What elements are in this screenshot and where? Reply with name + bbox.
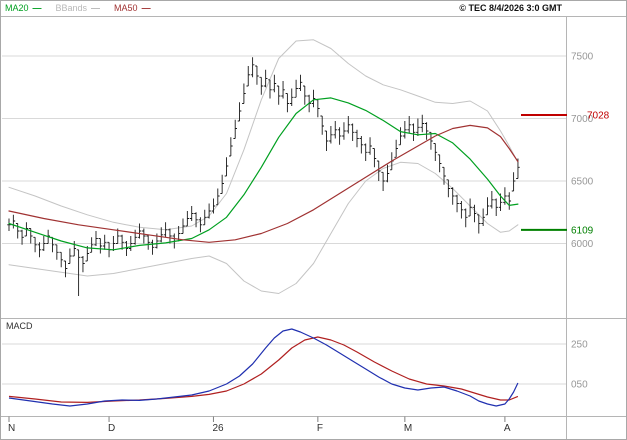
macd-tick-label: 250 [571, 340, 588, 351]
series-ma50 [8, 124, 519, 243]
legend-item-0: MA20— [5, 3, 42, 14]
series-bbands-upper [8, 39, 519, 231]
resistance-level-label: 7028 [587, 111, 610, 122]
series-ma20 [8, 97, 519, 251]
macd-panel-label: MACD [6, 321, 33, 331]
month-label: M [404, 423, 412, 434]
month-label: D [108, 423, 115, 434]
legend-item-2: MA50— [114, 3, 151, 14]
chart-legend: MA20— BBands — MA50— [5, 3, 151, 14]
legend-label-ma20: MA20 [5, 3, 29, 13]
legend-label-ma50: MA50 [114, 3, 138, 13]
ma50-line-swatch-icon: — [141, 3, 151, 13]
bbands-line-swatch-icon: — [91, 3, 101, 13]
copyright-text: © TEC 8/4/2026 3:0 GMT [459, 3, 562, 13]
support-level-label: 6109 [571, 225, 594, 236]
month-label: A [504, 423, 511, 434]
macd-macd [8, 328, 519, 407]
month-label: N [8, 423, 15, 434]
price-tick-label: 7500 [571, 52, 594, 63]
macd-tick-label: 050 [571, 380, 588, 391]
price-tick-label: 7000 [571, 114, 594, 125]
legend-item-1: BBands — [56, 3, 101, 14]
price-tick-label: 6500 [571, 177, 594, 188]
legend-label-bbands: BBands [55, 3, 88, 13]
series-bbands-lower [8, 161, 519, 294]
macd-signal [8, 336, 519, 403]
month-label: F [317, 423, 323, 434]
candlesticks [7, 57, 520, 296]
month-label: 26 [212, 423, 224, 434]
price-tick-label: 6000 [571, 239, 594, 250]
ma20-line-swatch-icon: — [32, 3, 42, 13]
